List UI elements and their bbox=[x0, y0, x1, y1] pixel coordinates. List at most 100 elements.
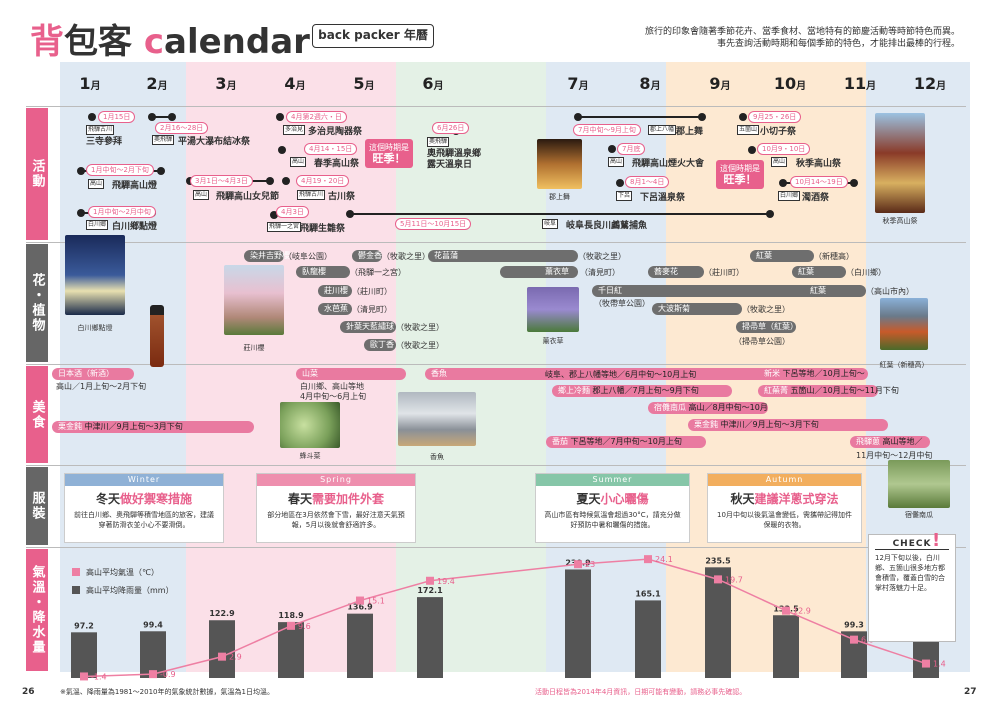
event-marker bbox=[608, 145, 616, 153]
event-date: 4月14・15日 bbox=[304, 143, 358, 155]
season-label: Autumn bbox=[708, 474, 861, 486]
event-date: 2月16～28日 bbox=[155, 122, 209, 134]
event-location: 五箇山 bbox=[737, 125, 760, 135]
food-bar: 紅蕪菁 五箇山／10月上旬～11月下旬 bbox=[758, 385, 899, 397]
page-number-right: 27 bbox=[964, 687, 977, 697]
food-bar: 山菜 bbox=[296, 368, 406, 380]
food-bar: 栗金飩 中津川／9月上旬～3月下旬 bbox=[52, 421, 254, 433]
month-6: 6月 bbox=[422, 74, 444, 93]
divider bbox=[26, 106, 966, 107]
card-title: 秋天建議洋蔥式穿法 bbox=[730, 492, 839, 506]
event-name: 平湯大瀑布結冰祭 bbox=[178, 137, 251, 147]
temp-point bbox=[644, 555, 652, 564]
temp-value-label: 9.6 bbox=[298, 622, 311, 631]
spring-clothing-card: Spring 春天需要加件外套 部分地區在3月依然會下雪，最好注意天氣預報，5月… bbox=[256, 473, 416, 543]
rain-bar bbox=[635, 600, 661, 678]
event-location: 高山 bbox=[771, 157, 788, 167]
month-1: 1月 bbox=[79, 74, 101, 93]
flower-bar: 千日紅 bbox=[592, 285, 842, 297]
event-name: 飛驒高山煙火大會 bbox=[632, 159, 705, 169]
event-marker bbox=[850, 179, 858, 187]
month-2: 2月 bbox=[146, 74, 168, 93]
event-date: 9月25・26日 bbox=[748, 111, 802, 123]
photo-caption: 宿儺南瓜 bbox=[905, 511, 933, 519]
flower-bar: 染井吉野櫻 bbox=[244, 250, 290, 262]
event-name: 露天溫泉日 bbox=[427, 160, 473, 170]
category-events: 活動 bbox=[26, 108, 48, 240]
flower-location: （岐阜公園） bbox=[284, 252, 332, 261]
month-12: 12月 bbox=[913, 74, 947, 93]
temp-point bbox=[426, 576, 434, 585]
event-location: 飛驒古川 bbox=[297, 190, 326, 200]
rain-bar bbox=[565, 569, 591, 678]
flower-bar: 紅葉 bbox=[804, 285, 866, 297]
food-info: 白川鄉、高山等地 bbox=[300, 382, 364, 391]
event-name: 小切子祭 bbox=[760, 127, 797, 137]
event-name: 白川鄉點燈 bbox=[112, 222, 158, 232]
page-title: 背包客 calendar bbox=[30, 22, 310, 62]
event-location: 飛驒古川 bbox=[86, 125, 115, 135]
photo-caption: 秋季高山祭 bbox=[882, 217, 918, 225]
temp-value-label: 2.9 bbox=[229, 653, 242, 662]
fukinoto-photo bbox=[280, 402, 340, 448]
temp-point bbox=[922, 659, 930, 668]
legend-rain-swatch bbox=[72, 586, 80, 594]
event-date: 8月1～4日 bbox=[625, 176, 670, 188]
event-name: 奧飛驒溫泉鄉 bbox=[427, 149, 482, 159]
food-bar: 栗金飩 中津川／9月上旬～3月下旬 bbox=[688, 419, 888, 431]
flower-location: （高山市內） bbox=[866, 287, 914, 296]
legend-temp-swatch bbox=[72, 568, 80, 576]
summer-clothing-card: Summer 夏天小心曬傷 高山市區有時候氣溫會超過30°C，請充分做好預防中暑… bbox=[535, 473, 690, 543]
flower-bar: 薰衣草 bbox=[500, 266, 578, 278]
flower-location: （掃帚草公園） bbox=[734, 337, 790, 346]
flower-location: （牧歌之里） bbox=[382, 252, 430, 261]
flower-location: （牧帶草公園） bbox=[594, 299, 650, 308]
flower-location: （清見町） bbox=[580, 268, 620, 277]
event-date: 10月14～19日 bbox=[790, 176, 848, 188]
food-bar: 宿儺南瓜 高山／8月中旬～10月 bbox=[648, 402, 768, 414]
flower-location: （莊川町） bbox=[352, 287, 392, 296]
temp-value-label: 24.1 bbox=[655, 555, 673, 564]
footnote-right: 活動日程皆為2014年4月資訊，日期可能有變動，請務必事先確認。 bbox=[535, 688, 747, 696]
food-info: 11月中旬～12月中旬 bbox=[856, 451, 933, 460]
check-box: CHECK 12月下旬以後，白川鄉、五箇山很多地方都會積雪，覆蓋白雪的合掌村落魅… bbox=[868, 534, 956, 642]
autumn-festival-photo bbox=[875, 113, 925, 213]
month-5: 5月 bbox=[353, 74, 375, 93]
temp-point bbox=[80, 672, 88, 681]
event-location: 奧飛驒 bbox=[152, 135, 175, 145]
category-flowers: 花・植物 bbox=[26, 244, 48, 362]
ayu-fish-photo bbox=[398, 392, 476, 446]
flower-location: （牧歌之里） bbox=[396, 323, 444, 332]
season-label: Spring bbox=[257, 474, 415, 486]
temp-value-label: -0.9 bbox=[160, 670, 176, 679]
flower-location: （飛驒一之宮） bbox=[350, 268, 406, 277]
month-7: 7月 bbox=[567, 74, 589, 93]
temp-value-label: -1.4 bbox=[91, 672, 107, 681]
exclamation-icon: ! bbox=[932, 530, 941, 551]
food-info: 4月中旬～6月上旬 bbox=[300, 392, 367, 401]
rain-bar bbox=[278, 622, 304, 678]
divider bbox=[26, 465, 966, 466]
event-marker bbox=[266, 177, 274, 185]
temp-value-label: 19.7 bbox=[725, 575, 743, 584]
month-3: 3月 bbox=[215, 74, 237, 93]
event-name: 古川祭 bbox=[328, 192, 356, 202]
card-title: 夏天小心曬傷 bbox=[576, 492, 649, 506]
photo-caption: 香魚 bbox=[430, 453, 444, 461]
food-bar: 日本酒（新酒） bbox=[52, 368, 134, 380]
event-date: 10月9・10日 bbox=[757, 143, 811, 155]
photo-caption: 蜂斗菜 bbox=[299, 452, 321, 460]
rain-bar bbox=[347, 613, 373, 678]
food-info: 高山／1月上旬～2月下旬 bbox=[56, 382, 147, 391]
check-title: CHECK bbox=[875, 539, 949, 550]
temp-point bbox=[287, 621, 295, 630]
event-marker bbox=[739, 113, 747, 121]
flower-location: （莊川町） bbox=[704, 268, 744, 277]
shokawa-cherry-photo bbox=[224, 265, 284, 335]
flower-bar: 紅葉 bbox=[750, 250, 814, 262]
temp-point bbox=[574, 560, 582, 569]
temp-value-label: 12.9 bbox=[793, 607, 811, 616]
event-name: 下呂溫泉祭 bbox=[640, 193, 686, 203]
event-marker bbox=[748, 146, 756, 154]
food-info: 岐阜、郡上八幡等地／6月中旬～10月上旬 bbox=[545, 370, 697, 379]
